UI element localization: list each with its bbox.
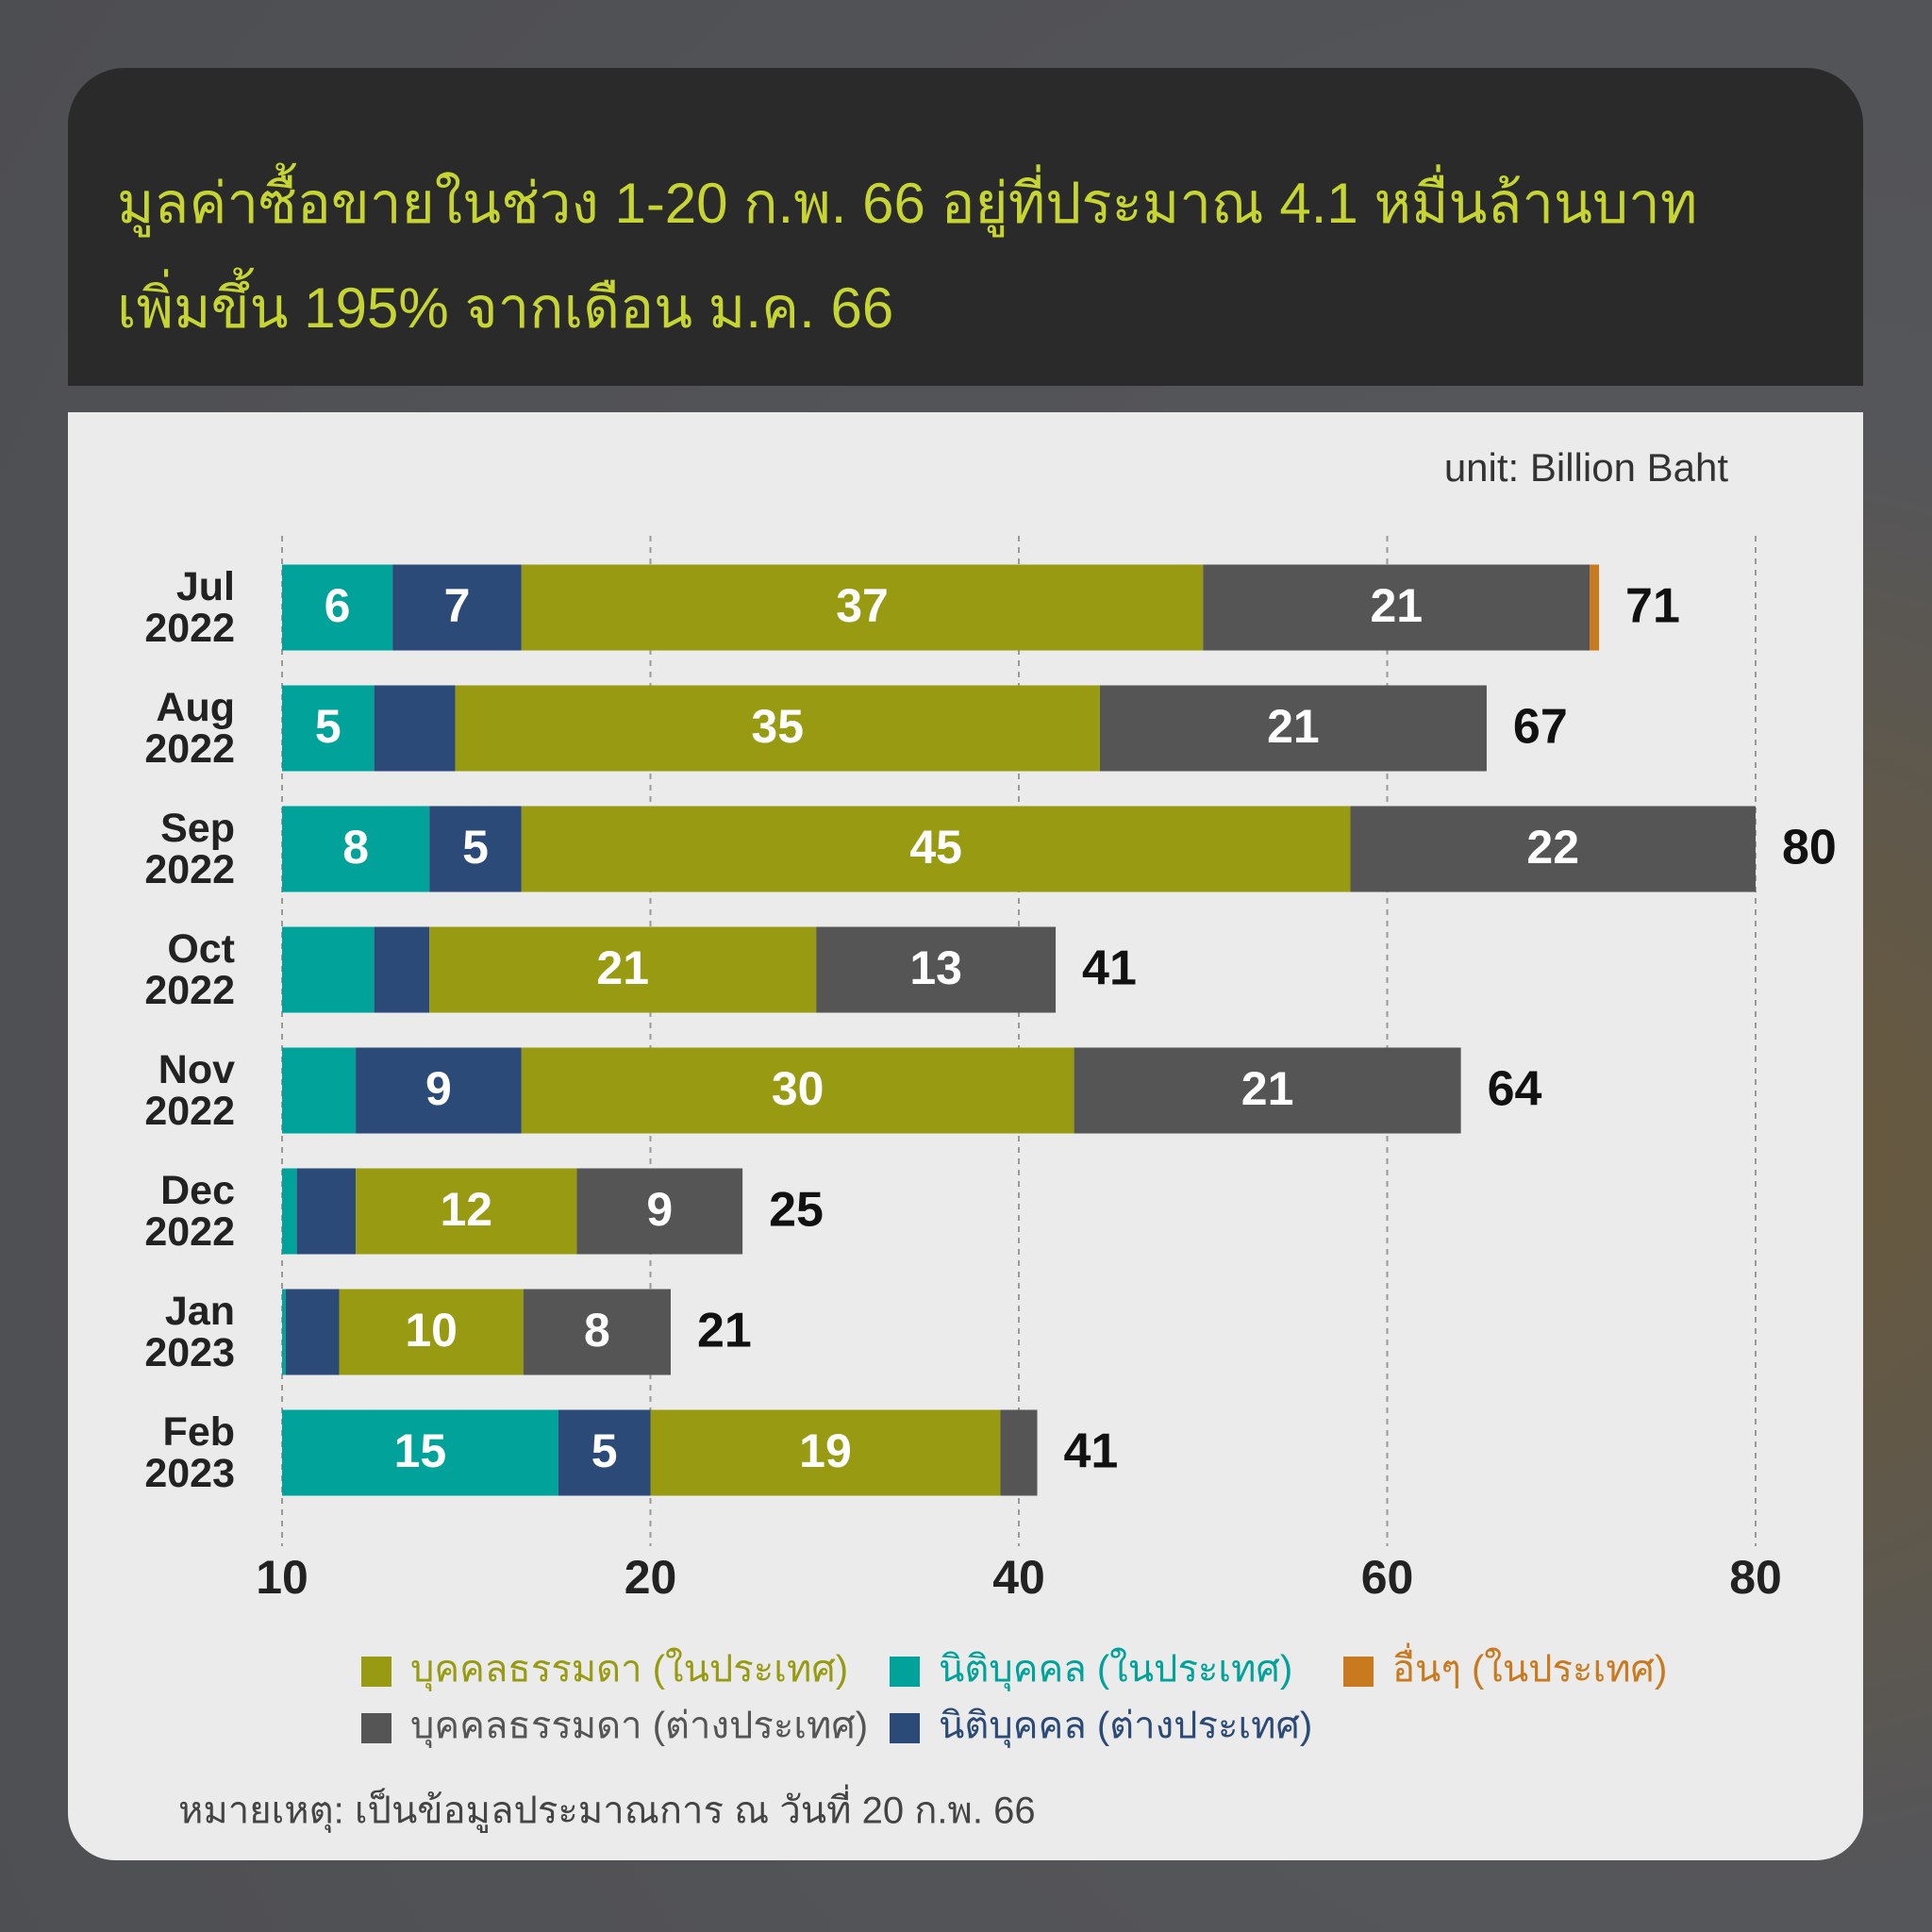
bar-segment: [282, 1289, 286, 1375]
bar-segment: [650, 1409, 1001, 1496]
title-line: มูลค่าซื้อขายในช่วง 1-20 ก.พ. 66 อยู่ที่…: [117, 172, 1698, 235]
bar-segment: [816, 926, 1057, 1013]
total-label: 41: [1082, 941, 1137, 996]
legend-label: บุคคลธรรมดา (ในประเทศ): [410, 1647, 848, 1692]
legend-label: บุคคลธรรมดา (ต่างประเทศ): [410, 1706, 868, 1749]
bar-segment: [392, 564, 522, 651]
data-label: 21: [1241, 1062, 1294, 1115]
bar-segment: [1074, 1047, 1461, 1134]
bar-segment: [285, 1289, 340, 1375]
data-label: 7: [444, 579, 471, 632]
bar-segment: [523, 1289, 671, 1375]
data-label: 13: [909, 941, 962, 994]
bar-segment: [374, 926, 430, 1013]
bar-segment: [429, 926, 817, 1013]
y-tick-label: Jan 2023: [144, 1289, 235, 1375]
total-label: 67: [1513, 700, 1568, 755]
data-label: 9: [646, 1183, 673, 1236]
legend-swatch: [890, 1657, 920, 1687]
data-label: 37: [836, 579, 889, 632]
bar-segment: [576, 1168, 743, 1255]
bar-segment: [521, 564, 1204, 651]
y-tick-label: Oct 2022: [144, 926, 235, 1013]
bar-segment: [356, 1047, 522, 1134]
legend-swatch: [890, 1713, 920, 1743]
legend-label: นิติบุคคล (ในประเทศ): [939, 1647, 1292, 1692]
data-label: 5: [315, 700, 341, 753]
header: มูลค่าซื้อขายในช่วง 1-20 ก.พ. 66 อยู่ที่…: [68, 68, 1863, 386]
bar-segment: [429, 806, 522, 892]
bar-segment: [521, 1047, 1074, 1134]
y-tick-label: Sep 2022: [144, 806, 235, 892]
legend-swatch: [361, 1713, 391, 1743]
data-label: 10: [405, 1304, 458, 1357]
total-label: 71: [1625, 579, 1680, 634]
bar-segment: [282, 1409, 558, 1496]
bar-segment: [282, 806, 430, 892]
data-label: 6: [325, 579, 351, 632]
bar-segment: [296, 1168, 357, 1255]
total-label: 21: [697, 1304, 752, 1358]
bar-segment: [282, 564, 393, 651]
total-label: 41: [1064, 1424, 1119, 1479]
legend-swatch: [1343, 1657, 1374, 1687]
bar-segment: [455, 685, 1100, 772]
data-label: 22: [1526, 821, 1579, 874]
data-label: 9: [425, 1062, 452, 1115]
y-tick-label: Feb 2023: [144, 1409, 235, 1496]
data-label: 45: [909, 821, 962, 874]
bar-segment: [339, 1289, 524, 1375]
unit-label: unit: Billion Baht: [1444, 445, 1729, 490]
title-line: เพิ่มขึ้น 195% จากเดือน ม.ค. 66: [117, 276, 894, 340]
data-label: 21: [1267, 700, 1320, 753]
footnote: หมายเหตุ: เป็นข้อมูลประมาณการ ณ วันที่ 2…: [178, 1785, 1036, 1834]
bar-segment: [1590, 564, 1600, 651]
data-label: 19: [799, 1424, 852, 1477]
data-label: 8: [584, 1304, 610, 1357]
y-tick-label: Dec 2022: [144, 1168, 235, 1255]
bar-segment: [1099, 685, 1487, 772]
data-label: 15: [394, 1424, 447, 1477]
data-label: 30: [772, 1062, 824, 1115]
y-tick-label: Nov 2022: [144, 1047, 235, 1134]
bar-segment: [558, 1409, 651, 1496]
x-tick-label: 10: [256, 1551, 308, 1604]
data-label: 21: [596, 941, 649, 994]
bar-segment: [282, 926, 375, 1013]
legend-label: นิติบุคคล (ต่างประเทศ): [939, 1706, 1312, 1749]
bar-segment: [1203, 564, 1591, 651]
bar-segment: [521, 806, 1351, 892]
bar-segment: [282, 685, 375, 772]
bar-segment: [1000, 1409, 1038, 1496]
bar-segment: [282, 1047, 357, 1134]
total-label: 64: [1488, 1062, 1542, 1117]
bar-segment: [282, 1168, 297, 1255]
data-label: 12: [440, 1183, 492, 1236]
data-label: 35: [751, 700, 804, 753]
legend-label: อื่นๆ (ในประเทศ): [1392, 1643, 1667, 1690]
y-tick-label: Jul 2022: [144, 564, 235, 651]
total-label: 25: [769, 1183, 824, 1238]
data-label: 5: [591, 1424, 618, 1477]
y-tick-label: Aug 2022: [144, 685, 235, 772]
x-tick-label: 20: [625, 1551, 677, 1604]
chart-panel: [68, 412, 1863, 1860]
bar-segment: [374, 685, 456, 772]
total-label: 80: [1782, 821, 1837, 875]
x-tick-label: 60: [1361, 1551, 1414, 1604]
bar-segment: [1350, 806, 1756, 892]
data-label: 8: [342, 821, 369, 874]
x-tick-label: 40: [992, 1551, 1045, 1604]
legend-swatch: [361, 1657, 391, 1687]
bar-segment: [356, 1168, 577, 1255]
data-label: 5: [462, 821, 489, 874]
x-tick-label: 80: [1729, 1551, 1782, 1604]
data-label: 21: [1370, 579, 1423, 632]
